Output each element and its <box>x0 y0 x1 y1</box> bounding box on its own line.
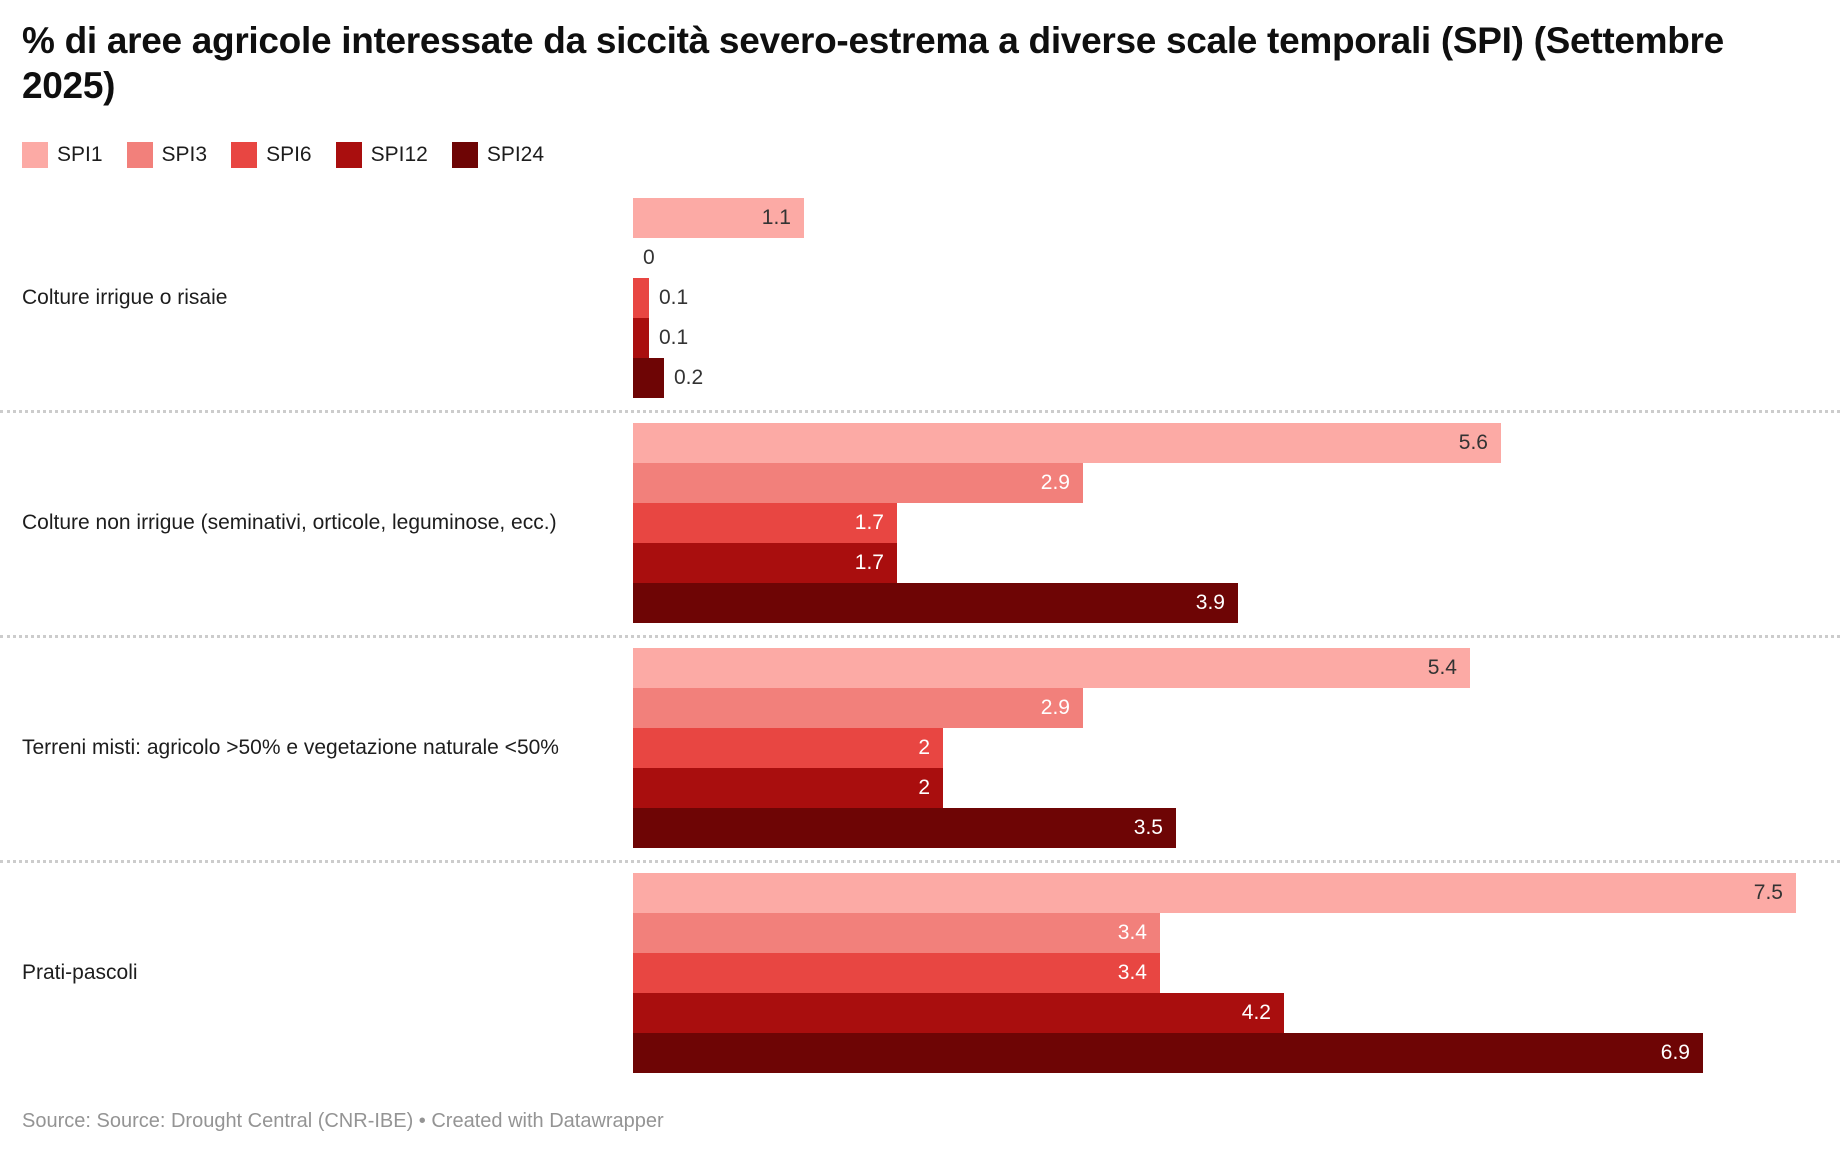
bar-row-spi24: 6.9 <box>633 1033 1818 1074</box>
bar-spi1 <box>633 198 804 239</box>
bar-row-spi6: 0.1 <box>633 278 1818 319</box>
bar-spi24 <box>633 583 1238 624</box>
bar-value-label: 0.1 <box>659 286 689 310</box>
bar-spi6 <box>633 278 649 319</box>
bar-row-spi6: 2 <box>633 728 1818 769</box>
bar-spi12 <box>633 318 649 359</box>
legend-swatch-spi12 <box>335 142 362 169</box>
bar-chart: Colture irrigue o risaie 1.1 0 0.1 0.1 0.2 Col… <box>0 198 1840 1074</box>
bar-spi1 <box>633 873 1796 914</box>
bar-spi12 <box>633 543 897 584</box>
category-label: Colture irrigue o risaie <box>22 286 228 310</box>
bar-row-spi12: 2 <box>633 768 1818 809</box>
category-label: Prati-pascoli <box>22 961 138 985</box>
bar-spi24 <box>633 808 1176 849</box>
legend-label: SPI6 <box>266 143 312 167</box>
bars-track: 5.6 2.9 1.7 1.7 3.9 <box>633 423 1818 624</box>
chart-title: % di aree agricole interessate da siccit… <box>22 20 1724 107</box>
bar-value-label: 4.2 <box>1241 1001 1271 1025</box>
bar-value-label: 3.4 <box>1117 921 1147 945</box>
bar-row-spi12: 4.2 <box>633 993 1818 1034</box>
source-attribution: Source: Source: Drought Central (CNR-IBE… <box>22 1110 664 1133</box>
bar-spi3 <box>633 688 1083 729</box>
legend-swatch-spi6 <box>231 142 258 169</box>
bar-row-spi3: 2.9 <box>633 463 1818 504</box>
bar-spi6 <box>633 503 897 544</box>
legend-item-spi1: SPI1 <box>22 142 103 169</box>
legend-label: SPI12 <box>370 143 428 167</box>
bars-track: 1.1 0 0.1 0.1 0.2 <box>633 198 1818 399</box>
bar-row-spi24: 3.5 <box>633 808 1818 849</box>
bars-track: 5.4 2.9 2 2 3.5 <box>633 648 1818 849</box>
bar-row-spi12: 0.1 <box>633 318 1818 359</box>
legend-item-spi3: SPI3 <box>126 142 208 169</box>
bar-value-label: 1.1 <box>761 206 791 230</box>
bar-row-spi24: 3.9 <box>633 583 1818 624</box>
bar-value-label: 2.9 <box>1040 471 1070 495</box>
bar-value-label: 5.4 <box>1427 656 1457 680</box>
bar-row-spi24: 0.2 <box>633 358 1818 399</box>
legend-label: SPI24 <box>486 143 545 167</box>
bar-row-spi12: 1.7 <box>633 543 1818 584</box>
bar-spi12 <box>633 768 943 809</box>
bar-spi12 <box>633 993 1284 1034</box>
legend-item-spi24: SPI24 <box>451 142 545 169</box>
category-group: Prati-pascoli 7.5 3.4 3.4 4.2 6.9 <box>0 873 1840 1074</box>
bar-value-label: 1.7 <box>854 511 884 535</box>
legend-swatch-spi3 <box>126 142 153 169</box>
legend-label: SPI1 <box>57 143 103 167</box>
legend-swatch-spi1 <box>22 142 48 169</box>
bar-value-label: 2.9 <box>1040 696 1070 720</box>
bar-spi3 <box>633 463 1083 504</box>
bar-row-spi1: 7.5 <box>633 873 1818 914</box>
bar-row-spi3: 2.9 <box>633 688 1818 729</box>
bar-value-label: 2 <box>918 736 930 760</box>
bar-spi6 <box>633 728 943 769</box>
bar-value-label: 7.5 <box>1753 881 1783 905</box>
group-divider <box>0 860 1840 864</box>
bar-row-spi3: 3.4 <box>633 913 1818 954</box>
group-divider <box>0 410 1840 414</box>
group-divider <box>0 635 1840 639</box>
bar-spi3 <box>633 913 1160 954</box>
legend: SPI1 SPI3 SPI6 SPI12 SPI24 <box>0 142 1840 169</box>
legend-swatch-spi24 <box>451 142 478 169</box>
bar-value-label: 0.1 <box>659 326 689 350</box>
category-group: Terreni misti: agricolo >50% e vegetazio… <box>0 648 1840 849</box>
bar-row-spi6: 1.7 <box>633 503 1818 544</box>
bar-spi1 <box>633 423 1501 464</box>
bar-spi1 <box>633 648 1470 689</box>
category-group: Colture non irrigue (seminativi, orticol… <box>0 423 1840 624</box>
legend-label: SPI3 <box>161 143 208 167</box>
bar-row-spi6: 3.4 <box>633 953 1818 994</box>
bar-value-label: 2 <box>918 776 930 800</box>
bar-value-label: 3.4 <box>1117 961 1147 985</box>
bar-value-label: 0 <box>643 246 655 270</box>
bar-spi24 <box>633 358 664 399</box>
legend-item-spi12: SPI12 <box>335 142 428 169</box>
bar-value-label: 6.9 <box>1660 1041 1690 1065</box>
bar-value-label: 5.6 <box>1458 431 1488 455</box>
bar-value-label: 3.9 <box>1195 591 1225 615</box>
bar-row-spi1: 1.1 <box>633 198 1818 239</box>
category-label: Colture non irrigue (seminativi, orticol… <box>22 511 557 535</box>
bars-track: 7.5 3.4 3.4 4.2 6.9 <box>633 873 1818 1074</box>
bar-value-label: 1.7 <box>854 551 884 575</box>
category-label: Terreni misti: agricolo >50% e vegetazio… <box>22 736 559 760</box>
legend-item-spi6: SPI6 <box>231 142 312 169</box>
bar-value-label: 0.2 <box>674 366 704 390</box>
bar-spi24 <box>633 1033 1703 1074</box>
bar-row-spi1: 5.6 <box>633 423 1818 464</box>
category-group: Colture irrigue o risaie 1.1 0 0.1 0.1 0.2 <box>0 198 1840 399</box>
bar-spi6 <box>633 953 1160 994</box>
bar-row-spi1: 5.4 <box>633 648 1818 689</box>
bar-value-label: 3.5 <box>1133 816 1163 840</box>
bar-row-spi3: 0 <box>633 238 1818 278</box>
